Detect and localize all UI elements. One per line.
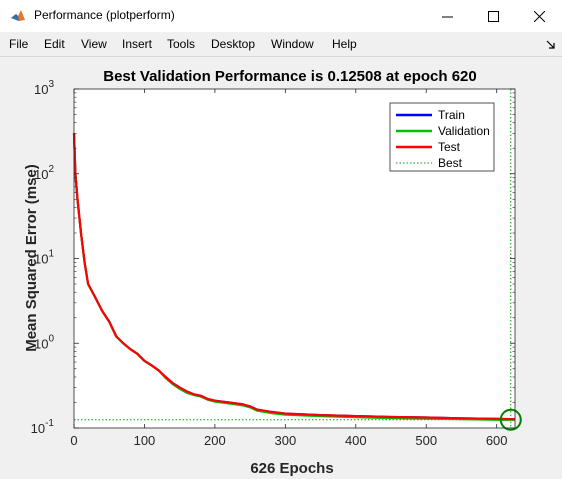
minimize-icon bbox=[441, 16, 453, 17]
x-tick-label: 400 bbox=[345, 433, 367, 448]
maximize-button[interactable] bbox=[470, 0, 516, 32]
x-tick-label: 100 bbox=[134, 433, 156, 448]
legend[interactable]: Train Validation Test Best bbox=[389, 102, 495, 172]
y-tick-base: 10 bbox=[34, 82, 48, 97]
x-tick-label: 200 bbox=[204, 433, 226, 448]
y-tick-label: 10-1 bbox=[31, 418, 55, 436]
x-tick-label: 500 bbox=[415, 433, 437, 448]
matlab-icon bbox=[11, 10, 25, 21]
menu-edit[interactable]: Edit bbox=[44, 37, 65, 51]
y-tick-label: 101 bbox=[34, 249, 54, 267]
close-icon bbox=[533, 10, 545, 22]
y-tick-exp: 3 bbox=[48, 79, 54, 90]
marker-layer bbox=[499, 408, 522, 431]
y-tick-label: 102 bbox=[34, 164, 54, 182]
y-tick-exp: 1 bbox=[48, 249, 54, 260]
legend-validation-label: Validation bbox=[438, 124, 490, 138]
menu-view[interactable]: View bbox=[81, 37, 107, 51]
y-axis-label: Mean Squared Error (mse) bbox=[23, 164, 40, 352]
x-tick-label: 600 bbox=[486, 433, 508, 448]
y-tick-exp: 0 bbox=[48, 333, 54, 344]
menu-tools[interactable]: Tools bbox=[167, 37, 196, 51]
title-bar: Performance (plotperform) bbox=[0, 0, 562, 33]
y-tick-base: 10 bbox=[31, 421, 45, 436]
y-tick-exp: -1 bbox=[45, 418, 54, 429]
maximize-icon bbox=[487, 10, 499, 22]
y-tick-label: 103 bbox=[34, 79, 54, 97]
menu-file[interactable]: File bbox=[9, 37, 29, 51]
menu-bar: File Edit View Insert Tools Desktop Wind… bbox=[0, 32, 562, 57]
y-tick-base: 10 bbox=[34, 252, 48, 267]
x-tick-label: 0 bbox=[70, 433, 77, 448]
legend-test-label: Test bbox=[438, 140, 461, 154]
menu-desktop[interactable]: Desktop bbox=[211, 37, 256, 51]
x-axis: 0 100 200 300 400 500 600 bbox=[70, 89, 508, 448]
best-marker bbox=[499, 408, 522, 431]
y-tick-label: 100 bbox=[34, 333, 54, 351]
y-tick-base: 10 bbox=[34, 336, 48, 351]
x-tick-label: 300 bbox=[274, 433, 296, 448]
minimize-button[interactable] bbox=[424, 0, 470, 32]
legend-best-label: Best bbox=[438, 156, 463, 170]
series-layer bbox=[72, 133, 516, 421]
close-button[interactable] bbox=[516, 0, 562, 32]
y-tick-exp: 2 bbox=[48, 164, 54, 175]
legend-train-label: Train bbox=[438, 108, 465, 122]
window-title: Performance (plotperform) bbox=[34, 8, 175, 22]
y-tick-base: 10 bbox=[34, 167, 48, 182]
arrow-icon[interactable] bbox=[546, 40, 556, 50]
test-line bbox=[72, 133, 516, 421]
menu-help[interactable]: Help bbox=[332, 37, 357, 51]
menu-insert[interactable]: Insert bbox=[122, 37, 153, 51]
figure-area: 0 100 200 300 400 500 600 10-1 100 101 102 103 Bes… bbox=[0, 57, 562, 479]
chart-title: Best Validation Performance is 0.12508 a… bbox=[103, 68, 477, 85]
menu-window[interactable]: Window bbox=[271, 37, 314, 51]
x-axis-label: 626 Epochs bbox=[250, 460, 333, 477]
